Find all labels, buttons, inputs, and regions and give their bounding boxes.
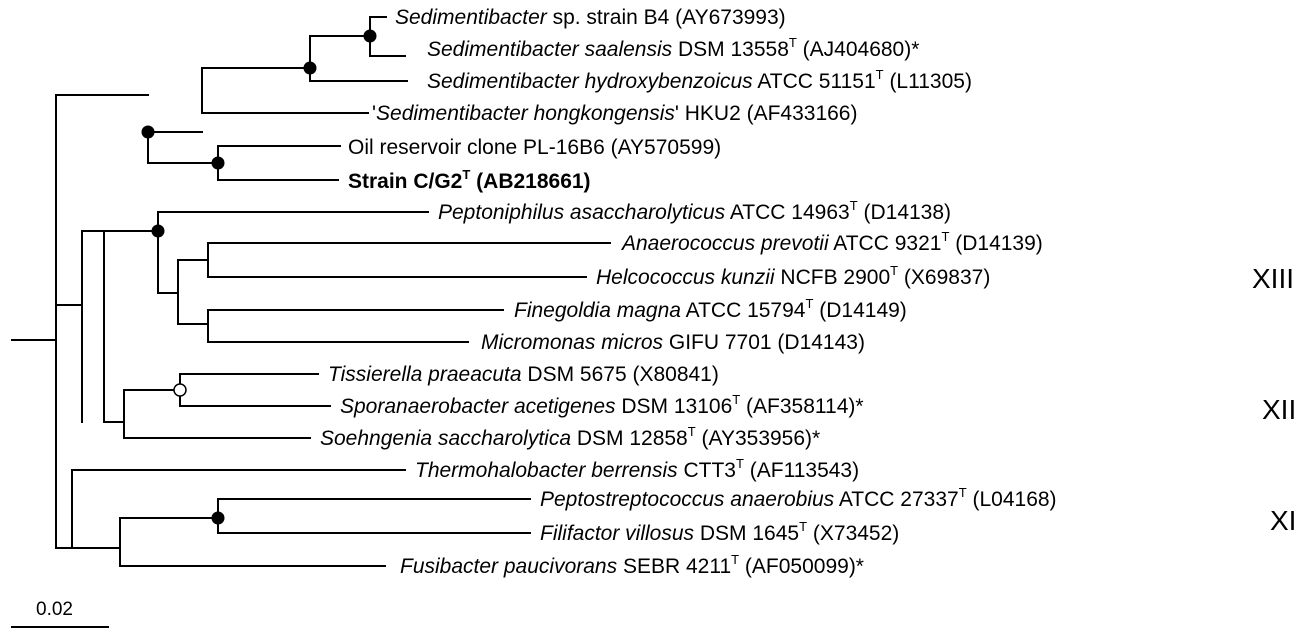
taxon-labels: Sedimentibacter sp. strain B4 (AY673993)… [320, 6, 1057, 578]
taxon-label-anaero: Anaerococcus prevotii ATCC 9321T (D14139… [620, 229, 1043, 255]
cluster-label-xii: XII [1262, 394, 1296, 425]
taxon-label-b4: Sedimentibacter sp. strain B4 (AY673993) [395, 6, 786, 29]
node-filled-xiii [151, 224, 165, 238]
scale-bar-label: 0.02 [36, 599, 73, 620]
taxon-label-fusi: Fusibacter paucivorans SEBR 4211T (AF050… [400, 552, 864, 578]
taxon-label-soehn: Soehngenia saccharolytica DSM 12858T (AY… [320, 424, 820, 450]
tree-branches [11, 16, 611, 567]
taxon-label-finego: Finegoldia magna ATCC 15794T (D14149) [514, 296, 907, 322]
node-filled-sediment-inner [303, 61, 317, 75]
taxon-label-helco: Helcococcus kunzii NCFB 2900T (X69837) [596, 263, 990, 289]
taxon-label-oil: Oil reservoir clone PL-16B6 (AY570599) [348, 136, 721, 159]
taxon-label-tissi: Tissierella praeacuta DSM 5675 (X80841) [328, 363, 719, 386]
taxon-label-hydroxy: Sedimentibacter hydroxybenzoicus ATCC 51… [427, 67, 972, 93]
scale-bar: 0.02 [11, 599, 109, 628]
taxon-label-saalensis: Sedimentibacter saalensis DSM 13558T (AJ… [427, 35, 919, 61]
node-filled-pepto-fili [211, 511, 225, 525]
node-filled-upper-clade [141, 125, 155, 139]
cluster-label-xiii: XIII [1252, 263, 1294, 294]
node-filled-b4-saalensis [363, 29, 377, 43]
taxon-label-sporan: Sporanaerobacter acetigenes DSM 13106T (… [340, 392, 864, 418]
taxon-label-hongkong: 'Sedimentibacter hongkongensis' HKU2 (AF… [372, 102, 857, 125]
node-open-tissi-sporan [173, 383, 187, 397]
taxon-label-pepto: Peptostreptococcus anaerobius ATCC 27337… [540, 485, 1057, 511]
cluster-labels: XIII XII XI [1252, 263, 1296, 536]
taxon-label-pepton: Peptoniphilus asaccharolyticus ATCC 1496… [438, 198, 951, 224]
node-filled-oil-cg2 [211, 156, 225, 170]
node-markers [141, 29, 377, 525]
taxon-label-fili: Filifactor villosus DSM 1645T (X73452) [540, 519, 899, 545]
cluster-label-xi: XI [1270, 505, 1296, 536]
taxon-label-micro: Micromonas micros GIFU 7701 (D14143) [481, 331, 865, 354]
taxon-label-thermo: Thermohalobacter berrensis CTT3T (AF1135… [415, 456, 859, 482]
taxon-label-strain-cg2: Strain C/G2T (AB218661) [348, 167, 591, 193]
